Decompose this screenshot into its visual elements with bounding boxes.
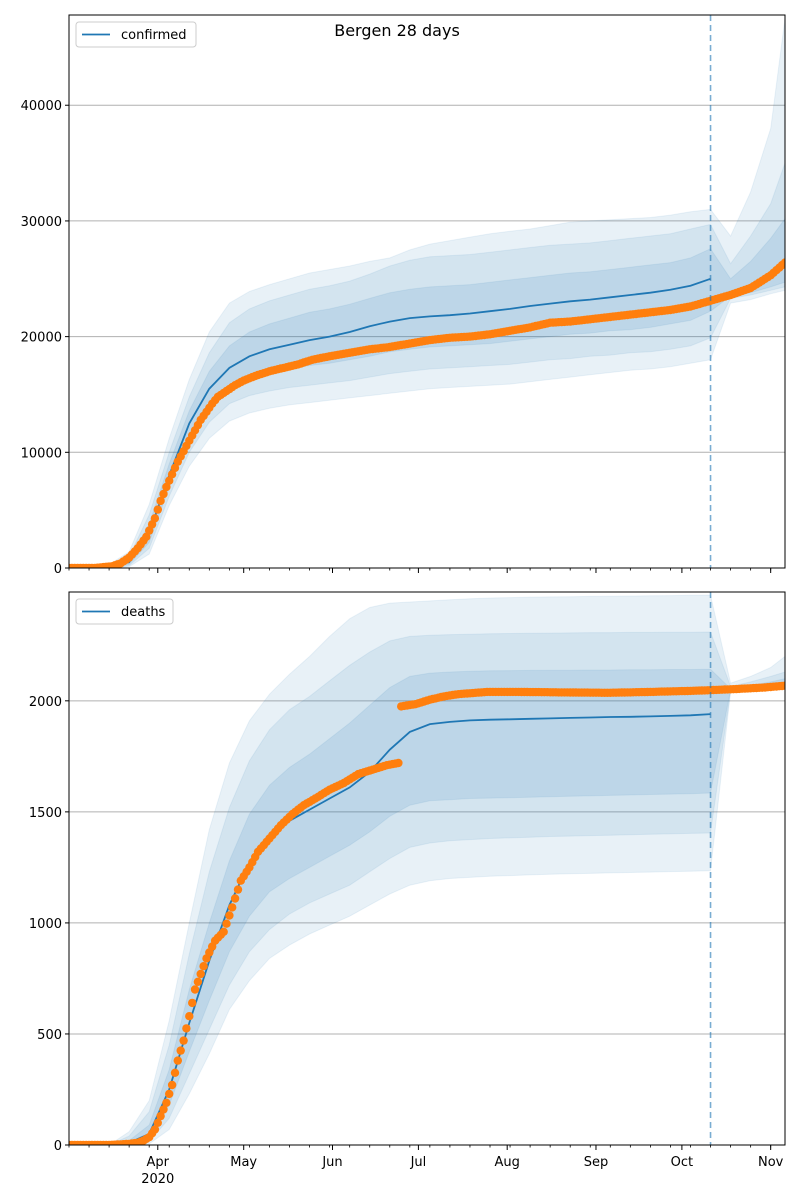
y-tick-label: 40000	[21, 99, 62, 114]
observed-point	[173, 1056, 182, 1065]
legend-box	[75, 21, 197, 48]
observed-point	[150, 514, 160, 523]
observed-point	[228, 903, 237, 912]
observed-point	[225, 911, 234, 920]
uncertainty-band-80	[69, 162, 785, 568]
axes-frame	[68, 591, 786, 1146]
deaths-panel: 0 500 1000 1500 2000 Apr 2020 May Jun Jul Aug Sep Oc…	[29, 591, 786, 1187]
x-tick-sublabel: 2020	[141, 1172, 174, 1187]
x-tick-label: May	[230, 1155, 257, 1170]
observed-point	[190, 985, 200, 994]
x-tick-label: Apr	[147, 1155, 170, 1170]
y-tick-label: 10000	[21, 446, 62, 461]
legend-label: deaths	[121, 605, 166, 620]
observed-point	[185, 1012, 194, 1021]
uncertainty-band-50	[69, 217, 785, 568]
plot-area	[69, 594, 785, 1145]
observed-point	[165, 1089, 174, 1099]
observed-point	[780, 681, 785, 690]
y-tick-label: 500	[37, 1028, 62, 1043]
y-tick-label: 30000	[21, 215, 62, 230]
y-tick-label: 0	[54, 562, 62, 577]
observed-point	[162, 482, 171, 492]
plot-area	[69, 18, 785, 568]
uncertainty-band-95	[69, 594, 785, 1145]
observed-point	[165, 476, 174, 485]
observed-point	[156, 1111, 165, 1121]
observed-point	[188, 998, 197, 1008]
y-tick-label: 1500	[29, 806, 62, 821]
observed-point	[193, 977, 203, 986]
observed-point	[156, 496, 165, 506]
observed-point	[159, 489, 168, 499]
observed-point	[150, 1125, 160, 1134]
observed-point	[230, 894, 240, 903]
figure-title: Bergen 28 days	[334, 21, 460, 40]
legend-confirmed: confirmed	[75, 21, 197, 48]
observed-point	[182, 1024, 191, 1033]
confirmed-panel: 0 10000 20000 30000 40000 confirmed	[21, 14, 786, 577]
y-tick-label: 20000	[21, 331, 62, 346]
observed-point	[159, 1105, 168, 1114]
x-tick-label: Sep	[584, 1155, 609, 1170]
observed-point	[196, 969, 205, 979]
observed-point	[162, 1098, 171, 1108]
x-tick-label: Jun	[321, 1155, 342, 1170]
x-tick-label: Nov	[758, 1155, 784, 1170]
observed-point	[167, 1080, 177, 1090]
model-line-deaths	[69, 713, 711, 1145]
uncertainty-band-95	[69, 18, 785, 568]
observed-point	[222, 919, 231, 928]
x-tick-label: Aug	[494, 1155, 519, 1170]
observed-point	[199, 962, 208, 971]
uncertainty-band-80	[69, 631, 785, 1145]
observed-point	[780, 258, 785, 267]
observed-point	[170, 463, 180, 473]
y-tick-label: 2000	[29, 695, 62, 710]
x-tick-label: Jul	[410, 1155, 427, 1170]
legend-box	[75, 598, 174, 625]
observed-point	[153, 1118, 162, 1128]
observed-point	[153, 505, 162, 514]
uncertainty-band-50	[69, 668, 785, 1145]
observed-point	[176, 1046, 185, 1055]
observed-point	[394, 758, 403, 768]
legend-deaths: deaths	[75, 598, 174, 625]
y-tick-label: 0	[54, 1139, 62, 1154]
observed-point	[167, 470, 177, 479]
axes-frame	[68, 14, 786, 569]
y-tick-label: 1000	[29, 917, 62, 932]
x-tick-label: Oct	[671, 1155, 693, 1170]
observed-point	[233, 885, 243, 894]
observed-point	[170, 1068, 180, 1078]
observed-point	[219, 927, 228, 936]
observed-point	[179, 1036, 188, 1045]
legend-label: confirmed	[121, 28, 187, 43]
